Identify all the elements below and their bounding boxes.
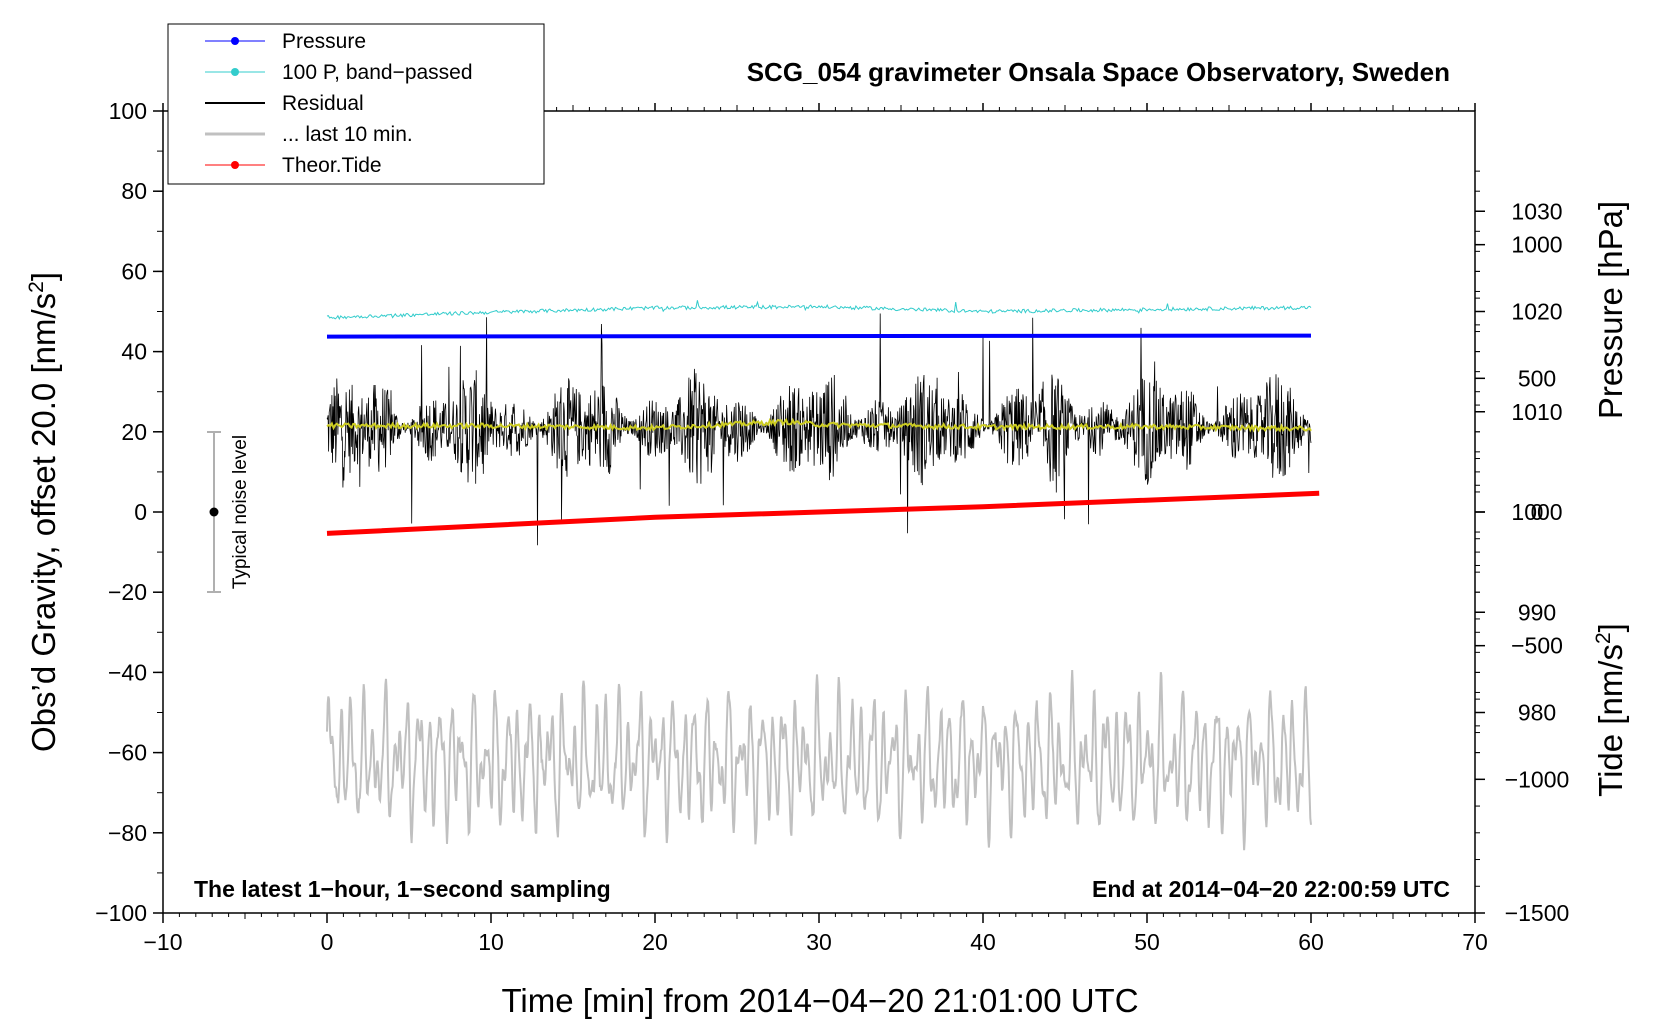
y-pressure-tick-label: 1000	[1511, 499, 1562, 525]
y-pressure-tick-label: 1020	[1511, 299, 1562, 325]
y-axis-tide: 1000 500 0 −500 −1000 −1500	[1475, 232, 1569, 926]
y-axis-left: 100 80 60 40 20 0 −20 −40 −60 −80 −100	[95, 98, 163, 926]
y-tide-tick-label: −500	[1511, 633, 1563, 659]
series-tide-line	[326, 490, 1320, 536]
series-residual-smoothed-line	[326, 417, 1312, 433]
y-axis-tide-label: Tide [nm/s2]	[1592, 623, 1629, 797]
legend-label: Residual	[282, 92, 364, 115]
y-axis-left-label-close: ]	[25, 272, 62, 281]
y-tide-tick-label: 1000	[1511, 232, 1562, 258]
y-left-tick-label: 80	[121, 178, 147, 204]
series-residual-line	[326, 313, 1312, 546]
legend-label: ... last 10 min.	[282, 123, 413, 146]
legend-swatch-marker	[231, 161, 239, 169]
x-tick-label: 10	[478, 929, 504, 955]
x-tick-label: 50	[1134, 929, 1160, 955]
x-tick-label: 40	[970, 929, 996, 955]
x-tick-label: 60	[1298, 929, 1324, 955]
series-bandpassed-line	[326, 300, 1312, 321]
y-left-tick-label: 60	[121, 258, 147, 284]
noise-label: Typical noise level	[230, 435, 251, 589]
legend-label: Theor.Tide	[282, 154, 382, 177]
x-tick-label: 30	[806, 929, 832, 955]
y-axis-left-label-sup: 2	[25, 281, 48, 293]
y-axis-pressure-label: Pressure [hPa]	[1592, 201, 1629, 419]
legend-label: Pressure	[282, 30, 366, 53]
note-end-time: End at 2014−04−20 22:00:59 UTC	[1092, 876, 1450, 902]
y-axis-left-label-text: Obs’d Gravity, offset 20.0 [nm/s	[25, 293, 62, 752]
legend-swatch-marker	[231, 37, 239, 45]
y-tide-tick-label: 500	[1518, 365, 1556, 391]
legend-swatch-marker	[231, 68, 239, 76]
y-axis-tide-label-text: Tide [nm/s	[1592, 644, 1629, 797]
y-axis-tide-label-close: ]	[1592, 623, 1629, 632]
y-tide-tick-label: 0	[1531, 499, 1544, 525]
y-pressure-tick-label: 980	[1518, 700, 1556, 726]
y-pressure-tick-label: 1010	[1511, 399, 1562, 425]
x-tick-label: 70	[1462, 929, 1488, 955]
series-last10min-line	[326, 670, 1312, 851]
y-left-tick-label: 20	[121, 419, 147, 445]
y-left-tick-label: 100	[109, 98, 147, 124]
y-tide-tick-label: −1500	[1505, 900, 1570, 926]
x-tick-label: 0	[321, 929, 334, 955]
y-pressure-tick-label: 1030	[1511, 198, 1562, 224]
y-left-tick-label: −20	[108, 579, 147, 605]
y-tide-tick-label: −1000	[1505, 766, 1570, 792]
note-sampling: The latest 1−hour, 1−second sampling	[194, 876, 611, 902]
x-axis: −10 0 10 20 30 40 50 60 70	[143, 103, 1488, 955]
chart-title: SCG_054 gravimeter Onsala Space Observat…	[747, 57, 1450, 87]
y-left-tick-label: −80	[108, 820, 147, 846]
series-pressure-line	[326, 333, 1312, 339]
y-pressure-tick-label: 990	[1518, 599, 1556, 625]
y-left-tick-label: 40	[121, 339, 147, 365]
noise-indicator: Typical noise level	[207, 431, 251, 593]
y-axis-pressure: 1030 1020 1010 1000 990 980	[1475, 198, 1563, 726]
y-left-tick-label: −60	[108, 740, 147, 766]
noise-dot	[209, 507, 219, 517]
y-left-tick-label: −40	[108, 659, 147, 685]
y-left-tick-label: 0	[134, 499, 147, 525]
y-axis-left-label: Obs’d Gravity, offset 20.0 [nm/s2]	[25, 272, 62, 752]
y-axis-tide-label-sup: 2	[1592, 632, 1615, 644]
y-left-tick-label: −100	[95, 900, 147, 926]
data-layer	[326, 300, 1320, 851]
x-tick-label: −10	[143, 929, 182, 955]
legend-items: Pressure 100 P, band−passed Residual ... la…	[205, 30, 473, 177]
x-tick-label: 20	[642, 929, 668, 955]
legend: Pressure 100 P, band−passed Residual ... la…	[167, 23, 545, 185]
legend-label: 100 P, band−passed	[282, 61, 473, 84]
x-axis-label: Time [min] from 2014−04−20 21:01:00 UTC	[501, 982, 1138, 1019]
